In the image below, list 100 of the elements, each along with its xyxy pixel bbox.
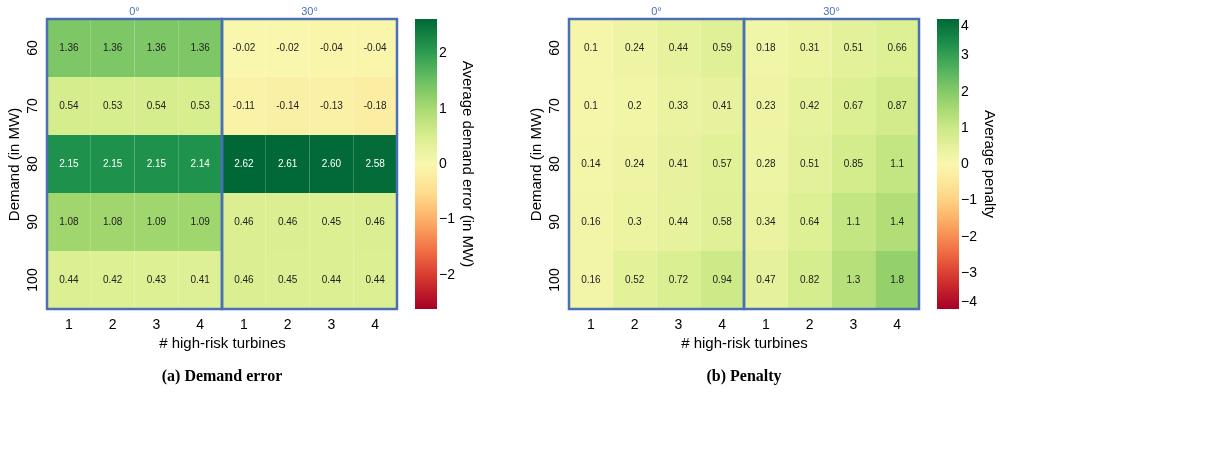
color-bar-label: 1: [439, 99, 447, 116]
x-tick-label: 2: [805, 315, 814, 332]
data-label: 0.66: [887, 42, 908, 53]
data-label: 1.09: [146, 216, 167, 227]
x-axis-title: # high-risk turbines: [681, 333, 808, 351]
data-label: 2.15: [59, 158, 80, 169]
data-label: 0.53: [102, 100, 123, 111]
color-bar-label: 1: [961, 118, 969, 135]
color-bar-label: 2: [439, 44, 447, 61]
color-bar-label: −4: [961, 293, 978, 309]
x-axis-title: # high-risk turbines: [159, 333, 286, 351]
data-label: 0.14: [581, 158, 602, 169]
data-label: 0.1: [583, 42, 599, 53]
data-label: 0.1: [583, 100, 599, 111]
y-tick-label: 60: [23, 40, 40, 56]
text: 0°: [129, 5, 140, 17]
color-bar-label: −2: [439, 265, 456, 282]
color-bar-label: 0: [961, 155, 969, 171]
data-label: 1.1: [846, 216, 861, 227]
data-label: 0.44: [668, 216, 689, 227]
data-label: 0.33: [668, 100, 689, 111]
data-label: 0.44: [59, 274, 80, 285]
data-label: 0.94: [712, 274, 733, 285]
x-tick-label: 1: [761, 315, 770, 332]
x-tick-label: 3: [327, 315, 336, 332]
data-label: 1.08: [102, 216, 123, 227]
data-label: 0.42: [799, 100, 820, 111]
data-label: 0.16: [581, 274, 602, 285]
data-label: 0.57: [712, 158, 733, 169]
data-label: 0.82: [799, 274, 820, 285]
data-label: 0.34: [756, 216, 777, 227]
data-label: 0.45: [321, 216, 342, 227]
text: (b) Penalty: [706, 367, 782, 385]
x-tick-label: 4: [718, 315, 727, 332]
data-label: 0.58: [712, 216, 733, 227]
data-label: 1.1: [890, 158, 905, 169]
data-label: 0.46: [234, 274, 255, 285]
data-label: 0.28: [756, 158, 777, 169]
data-label: 0.54: [146, 100, 167, 111]
x-tick-label: 3: [152, 315, 161, 332]
y-tick-label: 80: [545, 156, 562, 172]
y-tick-label: 70: [23, 98, 40, 114]
data-label: 2.15: [146, 158, 167, 169]
data-label: 0.2: [627, 100, 643, 111]
text: 0°: [651, 5, 662, 17]
x-tick-label: 1: [586, 315, 595, 332]
data-label: 0.54: [59, 100, 80, 111]
color-bar-label: 4: [961, 17, 969, 33]
data-label: 1.8: [890, 274, 905, 285]
data-label: 2.62: [234, 158, 255, 169]
y-tick-label: 70: [545, 98, 562, 114]
data-label: -0.02: [276, 42, 300, 53]
color-bar-label: −2: [961, 227, 978, 244]
data-label: 2.60: [321, 158, 342, 169]
data-label: -0.14: [276, 100, 300, 111]
y-tick-label: 90: [545, 214, 562, 230]
x-tick-label: 4: [371, 315, 380, 332]
data-label: 0.43: [146, 274, 167, 285]
data-label: 0.59: [712, 42, 733, 53]
data-label: 0.41: [668, 158, 689, 169]
x-tick-label: 1: [64, 315, 73, 332]
y-axis-title: Demand (in MW): [526, 107, 544, 222]
data-label: -0.04: [319, 42, 344, 53]
x-tick-label: 1: [239, 315, 248, 332]
data-label: -0.13: [319, 100, 344, 111]
data-label: 1.4: [890, 216, 905, 227]
x-tick-label: 4: [196, 315, 205, 332]
color-bar-label: 3: [961, 46, 969, 63]
x-tick-label: 3: [849, 315, 858, 332]
x-tick-label: 2: [283, 315, 292, 332]
x-tick-label: 2: [108, 315, 117, 332]
data-label: 0.44: [321, 274, 342, 285]
data-label: 0.23: [756, 100, 777, 111]
data-label: 1.36: [59, 42, 80, 53]
data-label: 0.46: [277, 216, 298, 227]
data-label: 1.08: [59, 216, 80, 227]
color-bar-title: Average demand error (in MW): [460, 60, 477, 268]
color-bar-label: −1: [961, 191, 978, 208]
data-label: -0.18: [363, 100, 387, 111]
text: (a) Demand error: [161, 367, 283, 385]
data-label: 0.44: [668, 42, 689, 53]
data-label: 2.14: [190, 158, 211, 169]
y-tick-label: 90: [23, 214, 40, 230]
data-label: 1.09: [190, 216, 211, 227]
data-label: 0.52: [624, 274, 645, 285]
y-tick-label: 100: [545, 268, 562, 292]
color-bar-label: −1: [439, 210, 456, 227]
data-label: 1.36: [190, 42, 211, 53]
color-bar-title: Average penalty: [982, 109, 999, 219]
color-bar-label: 2: [961, 82, 969, 99]
y-axis-title: Demand (in MW): [4, 107, 22, 222]
x-tick-label: 4: [893, 315, 902, 332]
data-label: 0.41: [712, 100, 733, 111]
data-label: 0.47: [756, 274, 777, 285]
data-label: -0.02: [232, 42, 256, 53]
data-label: 0.64: [799, 216, 820, 227]
data-label: -0.11: [232, 100, 256, 111]
data-label: 0.46: [234, 216, 255, 227]
data-label: 0.41: [190, 274, 211, 285]
data-label: 1.3: [846, 274, 861, 285]
